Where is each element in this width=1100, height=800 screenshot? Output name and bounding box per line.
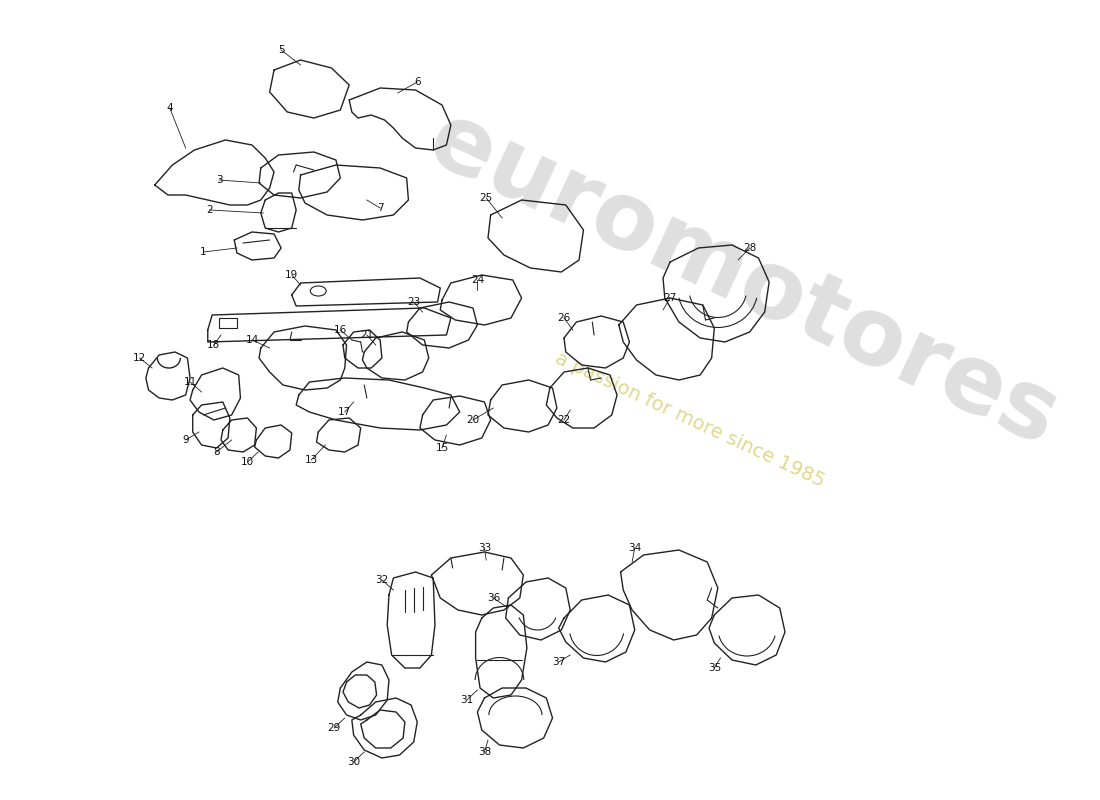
- Text: 9: 9: [183, 435, 189, 445]
- Text: 2: 2: [206, 205, 212, 215]
- Text: 12: 12: [133, 353, 146, 363]
- Text: 25: 25: [480, 193, 493, 203]
- Text: 18: 18: [207, 340, 221, 350]
- Text: 33: 33: [477, 543, 491, 553]
- Text: 14: 14: [245, 335, 258, 345]
- Text: 3: 3: [216, 175, 222, 185]
- Text: 32: 32: [375, 575, 388, 585]
- Text: 19: 19: [285, 270, 298, 280]
- Text: 21: 21: [361, 330, 374, 340]
- Text: 11: 11: [184, 377, 197, 387]
- Text: 4: 4: [166, 103, 173, 113]
- Text: 15: 15: [436, 443, 449, 453]
- Text: 38: 38: [477, 747, 491, 757]
- Text: 37: 37: [552, 657, 565, 667]
- Text: 6: 6: [414, 77, 420, 87]
- Text: 20: 20: [466, 415, 480, 425]
- Text: 8: 8: [213, 447, 220, 457]
- Text: 16: 16: [333, 325, 346, 335]
- Text: 1: 1: [200, 247, 207, 257]
- Text: 31: 31: [460, 695, 473, 705]
- Text: 10: 10: [241, 457, 254, 467]
- Text: 36: 36: [486, 593, 499, 603]
- Text: 35: 35: [707, 663, 721, 673]
- Text: 29: 29: [328, 723, 341, 733]
- Text: 5: 5: [278, 45, 285, 55]
- Text: 30: 30: [348, 757, 360, 767]
- Text: euromotores: euromotores: [414, 94, 1071, 466]
- Text: a passion for more since 1985: a passion for more since 1985: [552, 349, 827, 491]
- Text: 7: 7: [377, 203, 384, 213]
- Text: 24: 24: [471, 275, 484, 285]
- Text: 27: 27: [663, 293, 676, 303]
- Text: 17: 17: [338, 407, 351, 417]
- Text: 26: 26: [558, 313, 571, 323]
- Text: 28: 28: [742, 243, 757, 253]
- Text: 22: 22: [558, 415, 571, 425]
- Text: 23: 23: [407, 297, 420, 307]
- Text: 13: 13: [305, 455, 318, 465]
- Text: 34: 34: [628, 543, 641, 553]
